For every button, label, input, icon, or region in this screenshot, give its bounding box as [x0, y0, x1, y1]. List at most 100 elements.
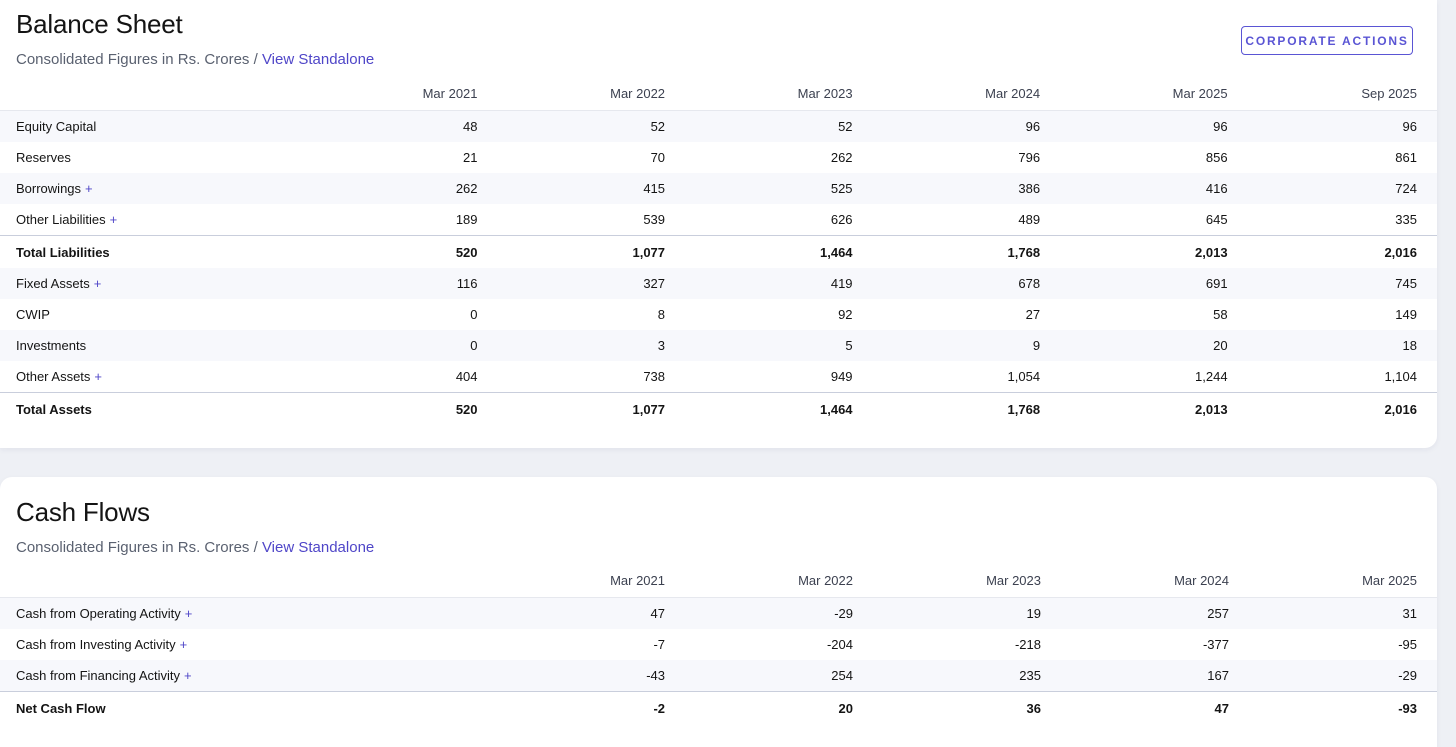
table-cell: 861: [1395, 150, 1417, 165]
table-cell: 416: [1060, 173, 1248, 204]
table-cell: 189: [455, 212, 478, 227]
row-label[interactable]: Other Liabilities +: [0, 204, 310, 236]
table-cell: 1,768: [872, 392, 1061, 425]
row-cash-from-financing-activity[interactable]: Cash from Financing Activity + -43 254 235 16…: [0, 660, 1437, 692]
table-cell: 18: [1247, 330, 1437, 361]
row-borrowings[interactable]: Borrowings +262 415 525 386 416 724: [0, 173, 1437, 204]
column-header: Mar 2023: [873, 564, 1061, 598]
row-other-assets[interactable]: Other Assets +404 738 949 1,054 1,244 1,104: [0, 361, 1437, 393]
table-cell: 58: [1213, 307, 1228, 322]
table-cell: 949: [830, 369, 853, 384]
row-label: Net Cash Flow: [0, 691, 497, 724]
corporate-actions-button[interactable]: CORPORATE ACTIONS: [1241, 26, 1413, 55]
table-cell: 525: [685, 173, 873, 204]
row-label-text: Cash from Operating Activity: [16, 606, 181, 621]
cash-flows-header-row: Mar 2021 Mar 2022 Mar 2023 Mar 2024 Mar 2025: [0, 564, 1437, 598]
table-cell: 335: [1395, 212, 1417, 227]
row-label: Total Liabilities: [0, 235, 310, 268]
table-cell: 1,464: [685, 392, 873, 425]
table-cell: -93: [1249, 691, 1437, 724]
expand-plus-icon[interactable]: +: [179, 637, 188, 652]
expand-plus-icon[interactable]: +: [85, 181, 93, 196]
row-cash-from-investing-activity[interactable]: Cash from Investing Activity + -7 -204 -218 -…: [0, 629, 1437, 660]
expand-plus-icon[interactable]: +: [184, 606, 193, 621]
table-cell: 3: [497, 330, 686, 361]
row-label[interactable]: Cash from Financing Activity +: [0, 660, 497, 692]
expand-plus-icon[interactable]: +: [184, 668, 192, 683]
row-label[interactable]: Borrowings +: [0, 173, 310, 204]
row-label-text: Cash from Financing Activity: [16, 668, 181, 683]
row-total-liabilities: Total Liabilities 520 1,077 1,464 1,768 2,013…: [0, 235, 1437, 268]
table-cell: 2,016: [1247, 235, 1437, 268]
table-cell: 404: [455, 369, 478, 384]
row-label-text: Total Liabilities: [16, 244, 110, 260]
table-cell: 262: [830, 150, 853, 165]
table-cell: 386: [872, 173, 1061, 204]
column-header: Mar 2025: [1249, 564, 1437, 598]
row-label-text: Fixed Assets: [16, 276, 90, 291]
table-cell: 92: [838, 307, 853, 322]
table-cell: 796: [1018, 150, 1041, 165]
row-label[interactable]: Fixed Assets +: [0, 268, 310, 299]
table-cell: 257: [1061, 597, 1249, 629]
column-header: Mar 2022: [497, 77, 686, 111]
table-cell: 2,013: [1060, 235, 1248, 268]
table-cell: 2,013: [1060, 392, 1248, 425]
table-cell: 96: [1247, 110, 1437, 142]
column-header: Sep 2025: [1247, 77, 1437, 111]
row-reserves: Reserves 21 70 262 796 856 861: [0, 142, 1437, 173]
table-cell: 724: [1247, 173, 1437, 204]
row-label-text: CWIP: [16, 307, 50, 322]
table-cell: 8: [657, 307, 666, 322]
table-cell: 167: [1061, 660, 1249, 692]
table-cell: 626: [830, 212, 853, 227]
row-label: Investments: [0, 330, 310, 361]
row-label-text: Total Assets: [16, 401, 92, 417]
table-cell: 19: [873, 597, 1061, 629]
cash-flows-subtitle: Consolidated Figures in Rs. Crores / Vie…: [16, 539, 374, 556]
row-label[interactable]: Other Assets +: [0, 361, 310, 393]
table-cell: 52: [685, 110, 873, 142]
expand-plus-icon[interactable]: +: [93, 276, 102, 291]
view-standalone-link[interactable]: View Standalone: [261, 539, 375, 556]
expand-plus-icon[interactable]: +: [109, 212, 118, 227]
row-cash-from-operating-activity[interactable]: Cash from Operating Activity +47 -29 19 257 3…: [0, 597, 1437, 629]
table-cell: 262: [310, 173, 498, 204]
row-label: CWIP: [0, 299, 310, 330]
column-header: Mar 2022: [685, 564, 873, 598]
table-cell: 691: [1060, 268, 1248, 299]
row-fixed-assets[interactable]: Fixed Assets +116 327 419 678 691 745: [0, 268, 1437, 299]
row-other-liabilities[interactable]: Other Liabilities +189 539 626 489 645 335: [0, 204, 1437, 236]
expand-plus-icon[interactable]: +: [94, 369, 103, 384]
table-cell: -377: [1202, 637, 1229, 652]
table-cell: -29: [1249, 660, 1437, 692]
table-cell: 21: [463, 150, 478, 165]
table-cell: 5: [685, 330, 873, 361]
row-label[interactable]: Cash from Investing Activity +: [0, 629, 497, 660]
table-cell: 738: [643, 369, 666, 384]
row-equity-capital: Equity Capital 48 52 52 96 96 96: [0, 110, 1437, 142]
row-label: Total Assets: [0, 392, 310, 425]
view-standalone-link[interactable]: View Standalone: [261, 51, 375, 68]
cash-flows-table: Mar 2021 Mar 2022 Mar 2023 Mar 2024 Mar 2025…: [0, 564, 1437, 724]
table-cell: 235: [873, 660, 1061, 692]
table-cell: 27: [1025, 307, 1041, 322]
units-note: Consolidated Figures in Rs. Crores /: [16, 51, 262, 68]
table-cell: 9: [872, 330, 1061, 361]
column-header: Mar 2021: [310, 77, 498, 111]
table-cell: 2,016: [1247, 392, 1437, 425]
table-cell: 48: [310, 110, 498, 142]
table-cell: 327: [497, 268, 686, 299]
row-label-text: Investments: [16, 338, 87, 353]
table-cell: 70: [650, 150, 666, 165]
table-cell: 539: [643, 212, 666, 227]
table-cell: 36: [873, 691, 1061, 724]
table-cell: 1,464: [685, 235, 873, 268]
table-cell: 489: [1018, 212, 1041, 227]
table-cell: -95: [1398, 637, 1417, 652]
column-header: Mar 2023: [685, 77, 873, 111]
row-label[interactable]: Cash from Operating Activity +: [0, 597, 497, 629]
table-cell: 520: [310, 392, 498, 425]
row-label-header: [0, 77, 310, 111]
cash-flows-title: Cash Flows: [16, 497, 150, 527]
